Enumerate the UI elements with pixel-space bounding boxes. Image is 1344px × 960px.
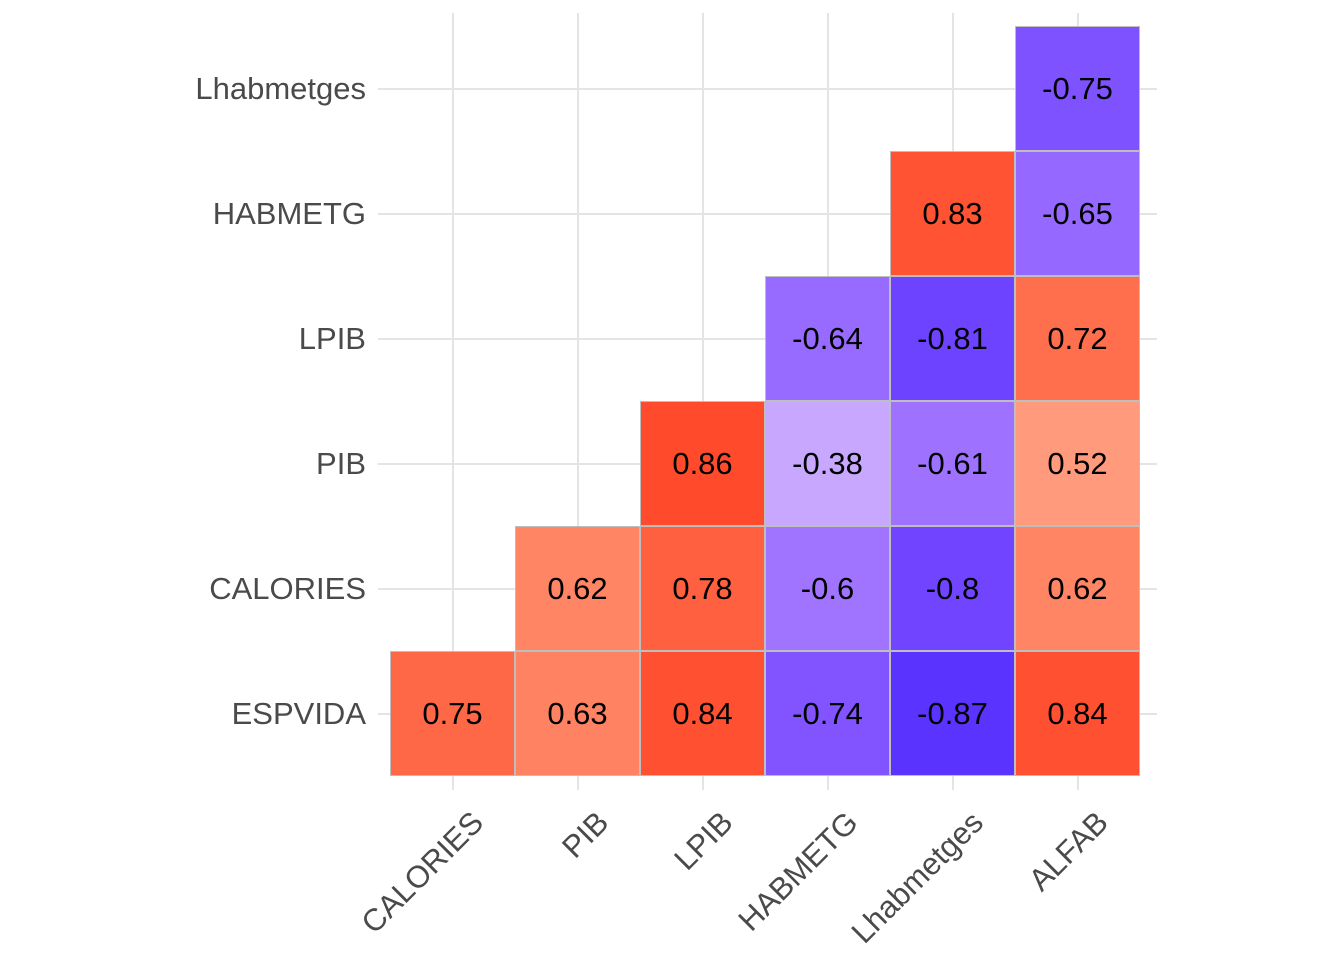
heatmap-cell: 0.83 [890,151,1015,276]
cell-value: -0.74 [792,696,863,731]
y-axis-label: CALORIES [209,570,366,606]
cell-value: 0.75 [422,696,483,731]
heatmap-cell: 0.75 [390,651,515,776]
heatmap-cell: -0.6 [765,526,890,651]
cell-value: -0.75 [1042,71,1113,106]
heatmap-cell: 0.72 [1015,276,1140,401]
cell-value: -0.6 [800,571,855,606]
heatmap-cell: -0.64 [765,276,890,401]
heatmap-cell: 0.52 [1015,401,1140,526]
gridline-vertical [576,13,579,790]
cell-value: -0.65 [1042,196,1113,231]
cell-value: 0.62 [1047,571,1108,606]
x-axis-label: PIB [554,804,615,865]
gridline-vertical [451,13,454,790]
cell-value: 0.84 [672,696,733,731]
heatmap-cell: 0.86 [640,401,765,526]
heatmap-cell: 0.84 [1015,651,1140,776]
heatmap-cell: -0.81 [890,276,1015,401]
cell-value: -0.8 [925,571,980,606]
cell-value: -0.61 [917,446,988,481]
x-axis-label: LPIB [667,804,740,877]
heatmap-cell: -0.75 [1015,26,1140,151]
y-axis-label: Lhabmetges [195,70,366,106]
cell-value: -0.87 [917,696,988,731]
heatmap-cell: -0.87 [890,651,1015,776]
cell-value: 0.62 [547,571,608,606]
heatmap-cell: -0.65 [1015,151,1140,276]
cell-value: 0.63 [547,696,608,731]
y-axis-label: LPIB [298,320,366,356]
heatmap-cell: -0.8 [890,526,1015,651]
heatmap-cell: -0.74 [765,651,890,776]
x-axis-label: HABMETG [731,804,865,938]
cell-value: 0.86 [672,446,733,481]
heatmap-cell: 0.63 [515,651,640,776]
cell-value: -0.38 [792,446,863,481]
cell-value: -0.64 [792,321,863,356]
gridline-horizontal [378,87,1157,90]
heatmap-cell: 0.78 [640,526,765,651]
x-axis-label: ALFAB [1021,804,1115,898]
cell-value: 0.84 [1047,696,1108,731]
plot-panel: -0.75 0.83 -0.65 -0.64 -0.81 0.72 0.86 -0.38 -0.… [378,13,1157,790]
cell-value: 0.78 [672,571,733,606]
y-axis-label: PIB [316,445,366,481]
x-axis-label: Lhabmetges [844,804,990,950]
heatmap-cell: 0.62 [515,526,640,651]
heatmap-cell: -0.61 [890,401,1015,526]
cell-value: -0.81 [917,321,988,356]
y-axis-label: HABMETG [212,195,366,231]
y-axis-label: ESPVIDA [231,695,366,731]
heatmap-cell: 0.84 [640,651,765,776]
x-axis-label: CALORIES [354,804,490,941]
heatmap-cell: -0.38 [765,401,890,526]
cell-value: 0.52 [1047,446,1108,481]
cell-value: 0.83 [922,196,983,231]
heatmap-cell: 0.62 [1015,526,1140,651]
gridline-horizontal [378,212,1157,215]
cell-value: 0.72 [1047,321,1108,356]
